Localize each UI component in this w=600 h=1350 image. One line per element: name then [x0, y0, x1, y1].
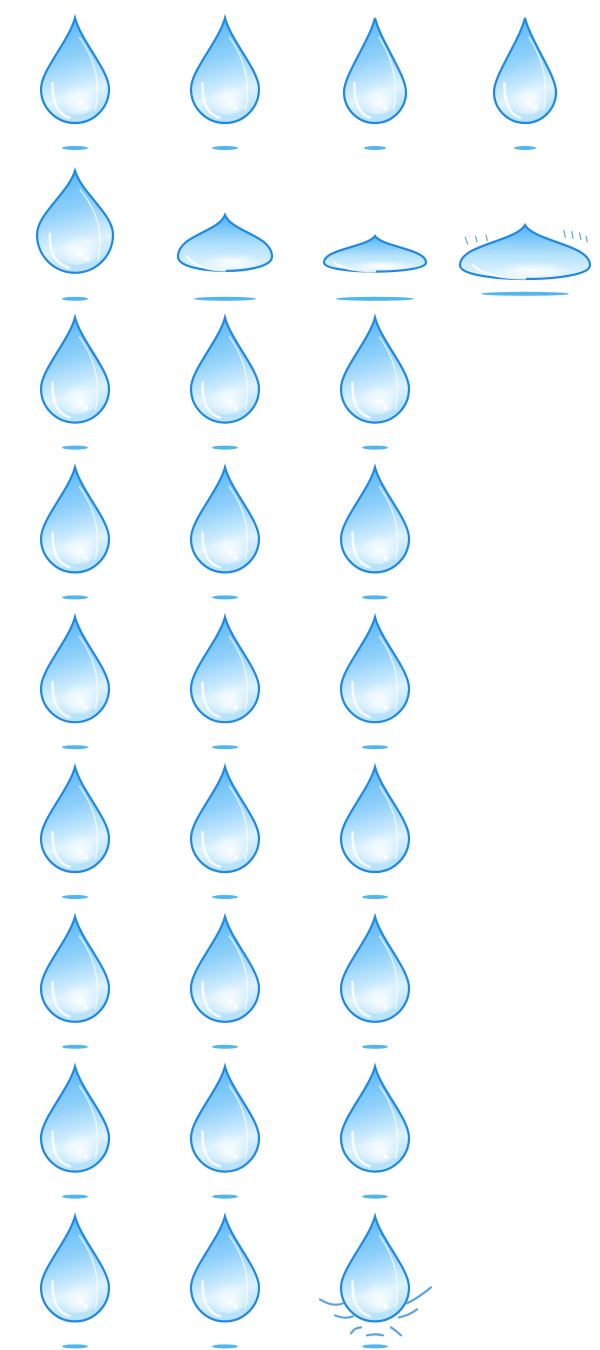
water-drop-icon — [39, 313, 111, 424]
drop-shadow — [212, 146, 238, 150]
drop-shadow — [62, 296, 88, 301]
water-drop-icon — [339, 463, 411, 574]
water-drop-icon — [339, 1062, 411, 1173]
water-drop-icon — [39, 463, 111, 574]
drop-shadow — [212, 745, 238, 750]
water-drop-icon — [339, 912, 411, 1023]
drop-shadow — [514, 146, 536, 150]
water-drop-icon — [492, 17, 558, 125]
drop-shadow — [212, 895, 238, 899]
drop-shadow — [362, 1044, 388, 1049]
drop-shadow — [362, 445, 388, 450]
water-drop-squash-icon — [176, 212, 274, 273]
water-drop-icon — [339, 612, 411, 724]
drop-shadow — [362, 595, 388, 600]
water-drop-icon — [339, 762, 411, 874]
water-drop-icon — [189, 762, 261, 874]
drop-shadow — [212, 1044, 238, 1049]
water-drop-icon — [39, 1062, 111, 1173]
water-drop-icon — [39, 13, 111, 125]
drop-shadow — [212, 445, 238, 450]
water-drop-impact-icon — [318, 1212, 433, 1337]
water-drop-icon — [189, 912, 261, 1023]
water-drop-icon — [39, 1212, 111, 1323]
water-drop-icon — [39, 612, 111, 724]
water-drop-icon — [189, 313, 261, 424]
water-drop-icon — [189, 13, 261, 125]
drop-shadow — [362, 895, 388, 899]
water-drop-icon — [189, 612, 261, 724]
water-drop-icon — [189, 1062, 261, 1173]
drop-shadow — [62, 1194, 88, 1199]
drop-shadow — [212, 595, 238, 600]
water-drop-icon — [189, 1212, 261, 1323]
water-drop-icon — [35, 167, 115, 274]
drop-shadow — [336, 296, 414, 301]
drop-shadow — [62, 595, 88, 600]
drop-shadow — [62, 1344, 88, 1349]
water-drop-icon — [189, 463, 261, 574]
drop-shadow — [212, 1194, 238, 1199]
drop-shadow — [62, 745, 88, 750]
drop-shadow — [62, 146, 88, 150]
drop-shadow — [362, 1194, 388, 1199]
drop-shadow — [362, 1344, 388, 1349]
water-drop-icon — [342, 17, 408, 125]
water-drop-squash-icon — [458, 222, 592, 281]
drop-shadow — [212, 1344, 238, 1349]
water-drop-icon — [39, 762, 111, 874]
water-drop-icon — [39, 912, 111, 1023]
drop-shadow — [481, 291, 569, 296]
drop-shadow — [362, 745, 388, 750]
drop-shadow — [194, 296, 256, 301]
drop-shadow — [364, 146, 386, 150]
drop-shadow — [62, 445, 88, 450]
water-drop-squash-icon — [322, 234, 428, 273]
drop-shadow — [62, 895, 88, 899]
drop-shadow — [62, 1044, 88, 1049]
water-drop-icon — [339, 313, 411, 424]
